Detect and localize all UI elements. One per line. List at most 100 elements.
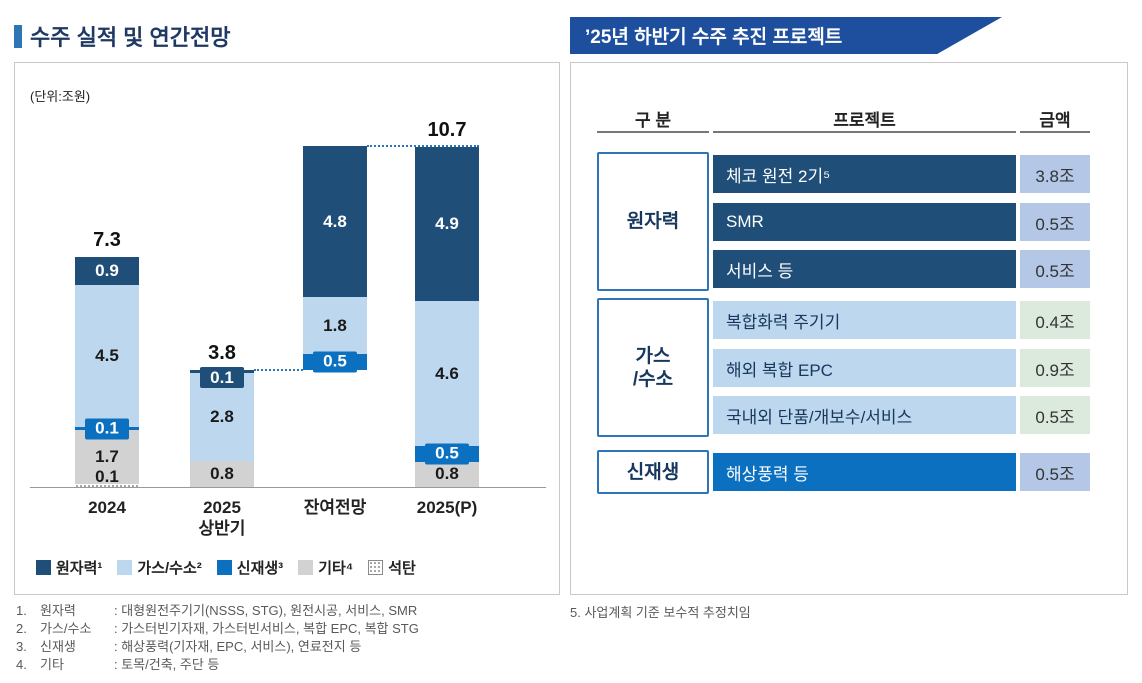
bar-total-label: 10.7 xyxy=(427,119,467,141)
segment-value-label: 4.8 xyxy=(323,211,347,231)
project-cell: 해외 복합 EPC xyxy=(713,349,1016,387)
category-box-가스/수소: 가스/수소 xyxy=(597,298,709,437)
legend-label: 석탄 xyxy=(388,560,416,577)
footnote-desc: : 대형원전주기기(NSSS, STG), 원전시공, 서비스, SMR xyxy=(114,603,418,618)
unit-label: (단위:조원) xyxy=(30,89,91,104)
segment-value-label: 0.9 xyxy=(95,261,119,281)
footnote-item: 2. 가스/수소 : 가스터빈기자재, 가스터빈서비스, 복합 EPC, 복합 … xyxy=(16,620,419,638)
footnote-term: 신재생 xyxy=(40,639,76,654)
project-cell: SMR xyxy=(713,203,1016,241)
amount-cell: 0.5조 xyxy=(1020,250,1090,288)
segment-가스/수소: 2.8 xyxy=(190,373,254,462)
legend-label: 신재생³ xyxy=(236,560,284,577)
title-marker xyxy=(14,24,22,48)
header-underline xyxy=(713,131,1016,133)
amount-cell: 0.9조 xyxy=(1020,349,1090,387)
project-cell: 체코 원전 2기⁵ xyxy=(713,155,1016,193)
segment-신재생: 0.5 xyxy=(415,443,479,465)
bar-2025(P): 4.9 4.6 0.5 0.8 10.7 xyxy=(415,119,479,487)
category-box-원자력: 원자력 xyxy=(597,152,709,291)
segment-기타: 0.8 xyxy=(415,461,479,487)
segment-value-label: 0.1 xyxy=(95,466,119,486)
segment-value-label: 4.9 xyxy=(435,214,459,234)
legend-swatch xyxy=(216,560,232,575)
header-underline xyxy=(597,131,709,133)
legend-label: 기타⁴ xyxy=(318,560,354,577)
amount-cell: 0.4조 xyxy=(1020,301,1090,339)
amount-cell: 0.5조 xyxy=(1020,203,1090,241)
segment-value-label: 4.6 xyxy=(435,363,459,383)
segment-value-label: 4.5 xyxy=(95,346,119,366)
x-axis xyxy=(30,487,546,488)
footnote-item: 4. 기타 : 토목/건축, 주단 등 xyxy=(16,656,419,674)
x-axis-label: 잔여전망 xyxy=(303,498,367,517)
legend-swatch xyxy=(298,560,314,575)
amount-cell: 3.8조 xyxy=(1020,155,1090,193)
segment-원자력: 0.9 xyxy=(75,257,139,286)
right-section-banner: ’25년 하반기 수주 추진 프로젝트 xyxy=(570,17,1002,54)
footnote-item: 1. 원자력 : 대형원전주기기(NSSS, STG), 원전시공, 서비스, … xyxy=(16,602,419,620)
segment-가스/수소: 4.6 xyxy=(415,301,479,447)
footnotes-left: 1. 원자력 : 대형원전주기기(NSSS, STG), 원전시공, 서비스, … xyxy=(16,602,419,674)
x-axis-label: 2025 상반기 xyxy=(198,498,246,538)
footnote-term: 원자력 xyxy=(40,603,76,618)
segment-value-label: 0.1 xyxy=(85,418,129,440)
chart-legend: 원자력¹ 가스/수소² 신재생³ 기타⁴ 석탄 xyxy=(36,557,416,578)
x-axis-label: 2024 xyxy=(88,498,126,517)
category-box-신재생: 신재생 xyxy=(597,450,709,494)
segment-신재생: 0.5 xyxy=(303,351,367,373)
segment-value-label: 0.8 xyxy=(210,463,234,483)
col-header-amount: 금액 xyxy=(1039,111,1071,130)
legend-swatch xyxy=(117,560,133,575)
segment-원자력: 4.9 xyxy=(415,147,479,302)
segment-기타: 0.8 xyxy=(190,461,254,487)
footnote-desc: : 해상풍력(기자재, EPC, 서비스), 연료전지 등 xyxy=(114,639,362,654)
segment-value-label: 2.8 xyxy=(210,407,234,427)
legend-item: 신재생³ xyxy=(216,557,284,578)
segment-가스/수소: 4.5 xyxy=(75,285,139,428)
legend-swatch xyxy=(36,560,51,575)
project-cell: 해상풍력 등 xyxy=(713,453,1016,491)
footnote-number: 2. xyxy=(16,621,27,636)
bar-total-label: 3.8 xyxy=(208,342,236,364)
connector-dotted-line xyxy=(367,145,479,147)
project-cell: 복합화력 주기기 xyxy=(713,301,1016,339)
legend-label: 원자력¹ xyxy=(56,560,103,577)
footnote-right: 5. 사업계획 기준 보수적 추정치임 xyxy=(570,605,751,620)
footnote-number: 4. xyxy=(16,657,27,672)
col-header-project: 프로젝트 xyxy=(833,111,896,130)
bar-2025 상반기: 0.1 2.8 0.8 3.8 xyxy=(190,342,254,487)
footnote-term: 가스/수소 xyxy=(40,621,92,636)
segment-원자력: 4.8 xyxy=(303,146,367,298)
legend-swatch xyxy=(368,560,384,575)
legend-item: 기타⁴ xyxy=(298,557,353,578)
footnote-number: 1. xyxy=(16,603,27,618)
segment-신재생: 0.1 xyxy=(75,418,139,440)
footnote-number: 3. xyxy=(16,639,27,654)
segment-석탄: 0.1 xyxy=(75,467,139,487)
segment-가스/수소: 1.8 xyxy=(303,297,367,354)
segment-value-label: 1.8 xyxy=(323,315,347,335)
segment-value-label: 0.5 xyxy=(313,351,357,373)
segment-value-label: 0.5 xyxy=(425,443,469,465)
col-header-category: 구 분 xyxy=(634,111,671,130)
project-cell: 국내외 단품/개보수/서비스 xyxy=(713,396,1016,434)
left-section-title: 수주 실적 및 연간전망 xyxy=(14,20,231,52)
segment-기타: 1.7 xyxy=(75,430,139,484)
bar-2024: 0.9 4.5 0.1 1.7 0.1 7.3 xyxy=(75,229,139,487)
header-underline xyxy=(1020,131,1090,133)
legend-item: 석탄 xyxy=(368,557,416,578)
amount-cell: 0.5조 xyxy=(1020,453,1090,491)
footnote-term: 기타 xyxy=(40,657,64,672)
legend-label: 가스/수소² xyxy=(137,560,202,577)
footnote-desc: : 가스터빈기자재, 가스터빈서비스, 복합 EPC, 복합 STG xyxy=(114,621,419,636)
footnote-desc: : 토목/건축, 주단 등 xyxy=(114,657,220,672)
x-axis-label: 2025(P) xyxy=(416,498,478,517)
bar-total-label: 7.3 xyxy=(93,229,121,251)
connector-dotted-line xyxy=(254,369,303,371)
segment-value-label: 0.8 xyxy=(435,464,459,484)
legend-item: 가스/수소² xyxy=(117,557,202,578)
project-cell: 서비스 등 xyxy=(713,250,1016,288)
left-title-text: 수주 실적 및 연간전망 xyxy=(30,25,231,50)
